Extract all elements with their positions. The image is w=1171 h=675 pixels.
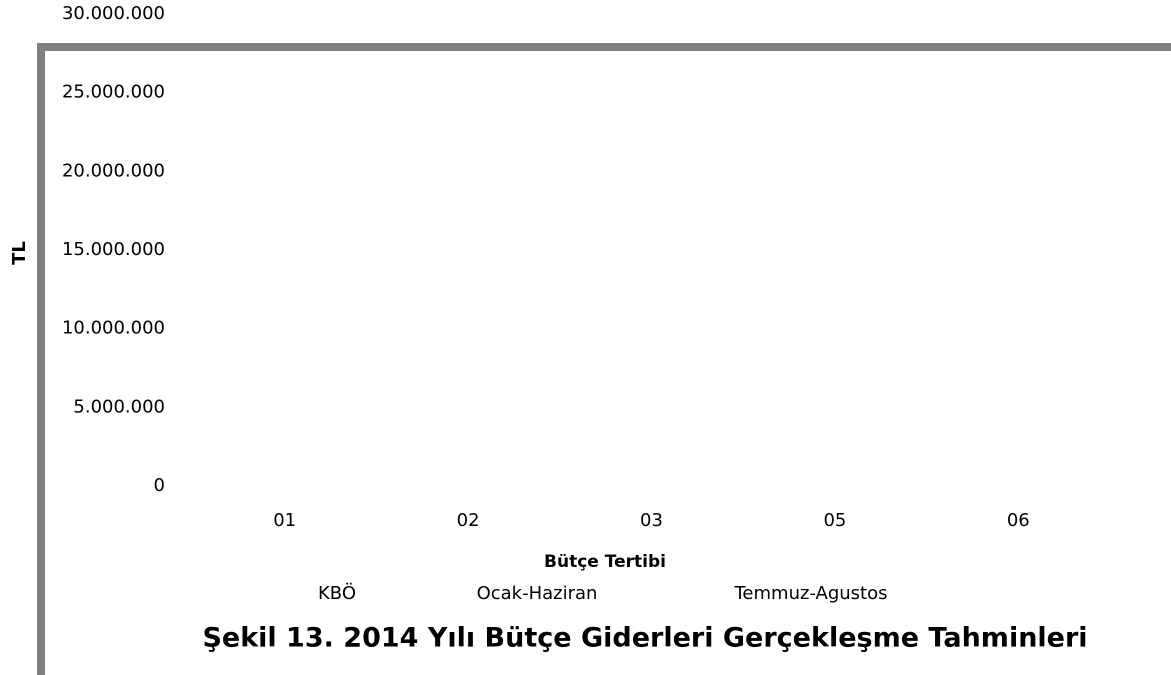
legend-label: Temmuz-Agustos [733, 583, 887, 604]
y-tick-label: 10.000.000 [62, 318, 165, 339]
y-tick-label: 25.000.000 [62, 82, 165, 103]
x-tick-label: 01 [273, 510, 296, 531]
legend-label: KBÖ [318, 582, 356, 604]
x-tick-label: 05 [823, 510, 846, 531]
x-axis-label: Bütçe Tertibi [544, 552, 666, 572]
chart-title: Şekil 13. 2014 Yılı Bütçe Giderleri Gerç… [202, 623, 1087, 654]
y-tick-label: 30.000.000 [62, 3, 165, 24]
y-axis-label: TL [9, 241, 30, 265]
y-tick-label: 0 [154, 475, 165, 496]
x-tick-label: 06 [1007, 510, 1030, 531]
y-tick-label: 5.000.000 [73, 396, 165, 417]
y-tick-label: 15.000.000 [62, 239, 165, 260]
y-tick-label: 20.000.000 [62, 160, 165, 181]
x-tick-label: 02 [457, 510, 480, 531]
legend-label: Ocak-Haziran [477, 583, 598, 604]
x-tick-label: 03 [640, 510, 663, 531]
frame [37, 43, 1171, 675]
